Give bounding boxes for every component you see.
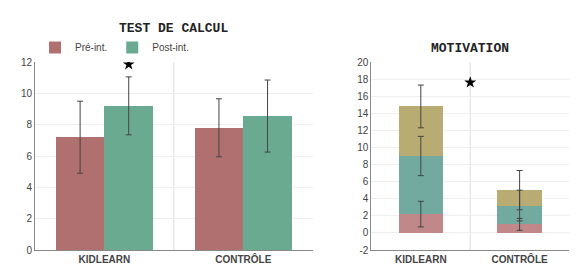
svg-text:0: 0 — [363, 227, 369, 238]
svg-text:KIDLEARN: KIDLEARN — [395, 254, 447, 265]
svg-text:20: 20 — [357, 57, 369, 68]
svg-text:2: 2 — [363, 210, 369, 221]
svg-text:6: 6 — [363, 176, 369, 187]
svg-text:14: 14 — [357, 108, 369, 119]
svg-text:CONTRÔLE: CONTRÔLE — [215, 253, 271, 265]
svg-text:16: 16 — [357, 91, 369, 102]
svg-text:4: 4 — [26, 182, 32, 193]
svg-text:10: 10 — [21, 88, 33, 99]
svg-text:8: 8 — [26, 119, 32, 130]
svg-text:8: 8 — [363, 159, 369, 170]
svg-text:12: 12 — [357, 125, 369, 136]
svg-text:CONTRÔLE: CONTRÔLE — [492, 253, 548, 265]
svg-text:18: 18 — [357, 74, 369, 85]
svg-text:-2: -2 — [360, 245, 369, 256]
svg-text:Post-int.: Post-int. — [152, 42, 189, 53]
svg-text:TEST DE CALCUL: TEST DE CALCUL — [119, 21, 228, 36]
svg-text:2: 2 — [26, 213, 32, 224]
svg-text:10: 10 — [357, 142, 369, 153]
svg-text:MOTIVATION: MOTIVATION — [431, 41, 509, 56]
svg-text:0: 0 — [26, 245, 32, 256]
svg-text:4: 4 — [363, 193, 369, 204]
svg-text:Pré-int.: Pré-int. — [75, 42, 107, 53]
svg-text:12: 12 — [21, 57, 33, 68]
svg-text:6: 6 — [26, 151, 32, 162]
svg-text:KIDLEARN: KIDLEARN — [79, 254, 131, 265]
